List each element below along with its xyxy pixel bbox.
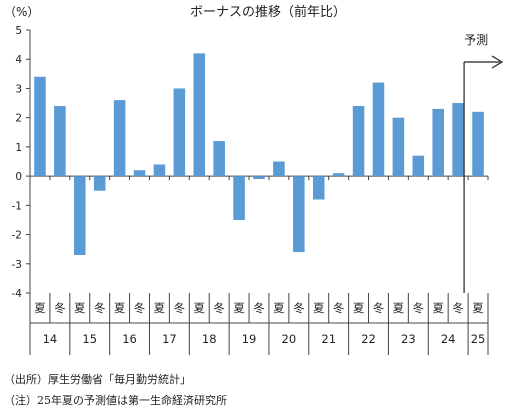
- season-label: 冬: [253, 301, 265, 315]
- year-label: 14: [43, 332, 58, 346]
- y-tick-label: 1: [15, 142, 22, 154]
- season-label: 夏: [194, 301, 206, 315]
- y-tick-label: -1: [12, 200, 22, 212]
- season-label: 冬: [293, 301, 305, 315]
- year-label: 25: [471, 332, 486, 346]
- season-label: 夏: [432, 301, 444, 315]
- season-label: 夏: [273, 301, 285, 315]
- bar: [233, 176, 245, 220]
- year-label: 17: [162, 332, 177, 346]
- season-label: 夏: [393, 301, 405, 315]
- season-label: 冬: [54, 301, 66, 315]
- forecast-arrow-head: [491, 55, 504, 69]
- bar: [273, 161, 285, 177]
- y-tick-label: -3: [12, 259, 22, 271]
- y-tick-label: -2: [12, 230, 22, 242]
- bar: [372, 82, 385, 177]
- season-label: 夏: [114, 301, 126, 315]
- bar: [113, 100, 126, 177]
- y-tick-label: 3: [15, 83, 22, 95]
- bar: [253, 176, 265, 180]
- year-label: 22: [361, 332, 376, 346]
- bar: [173, 88, 186, 177]
- season-label: 冬: [174, 301, 186, 315]
- season-label: 夏: [233, 301, 245, 315]
- bar: [452, 103, 464, 177]
- bar: [293, 176, 305, 253]
- chart-title: ボーナスの推移（前年比）: [190, 4, 346, 20]
- source-note: （出所）厚生労働省「毎月勤労統計」: [4, 373, 191, 386]
- y-tick-label: -4: [12, 288, 23, 300]
- year-label: 24: [441, 332, 456, 346]
- y-tick-label: 2: [15, 113, 22, 125]
- season-label: 夏: [313, 301, 325, 315]
- bar: [352, 105, 365, 177]
- year-label: 20: [282, 332, 297, 346]
- year-label: 19: [242, 332, 257, 346]
- bar: [432, 108, 444, 177]
- season-label: 冬: [452, 301, 464, 315]
- bar: [392, 117, 405, 177]
- bar: [93, 176, 106, 191]
- bar: [472, 111, 484, 177]
- season-label: 夏: [353, 301, 365, 315]
- season-label: 夏: [472, 301, 484, 315]
- season-label: 冬: [213, 301, 225, 315]
- season-label: 冬: [134, 301, 146, 315]
- bar: [412, 155, 425, 177]
- season-label: 冬: [413, 301, 425, 315]
- season-label: 冬: [333, 301, 345, 315]
- year-label: 15: [82, 332, 97, 346]
- y-tick-label: 4: [15, 54, 22, 66]
- bar: [74, 176, 86, 256]
- bar: [153, 164, 166, 177]
- y-tick-label: 5: [15, 25, 22, 37]
- bar: [54, 105, 66, 177]
- bar: [213, 141, 225, 177]
- y-tick-label: 0: [15, 171, 22, 183]
- year-label: 23: [401, 332, 416, 346]
- y-axis-label: （%）: [4, 5, 39, 19]
- season-label: 冬: [373, 301, 385, 315]
- bar: [133, 170, 146, 177]
- season-label: 夏: [154, 301, 166, 315]
- bar: [332, 173, 345, 177]
- season-label: 夏: [74, 301, 86, 315]
- forecast-label: 予測: [464, 33, 488, 47]
- remark-note: （注）25年夏の予測値は第一生命経済研究所: [4, 394, 227, 407]
- bar: [312, 176, 325, 200]
- year-label: 16: [122, 332, 137, 346]
- season-label: 冬: [94, 301, 106, 315]
- year-label: 18: [202, 332, 217, 346]
- year-label: 21: [321, 332, 336, 346]
- bar: [193, 53, 206, 177]
- bar: [34, 76, 46, 177]
- season-label: 夏: [34, 301, 46, 315]
